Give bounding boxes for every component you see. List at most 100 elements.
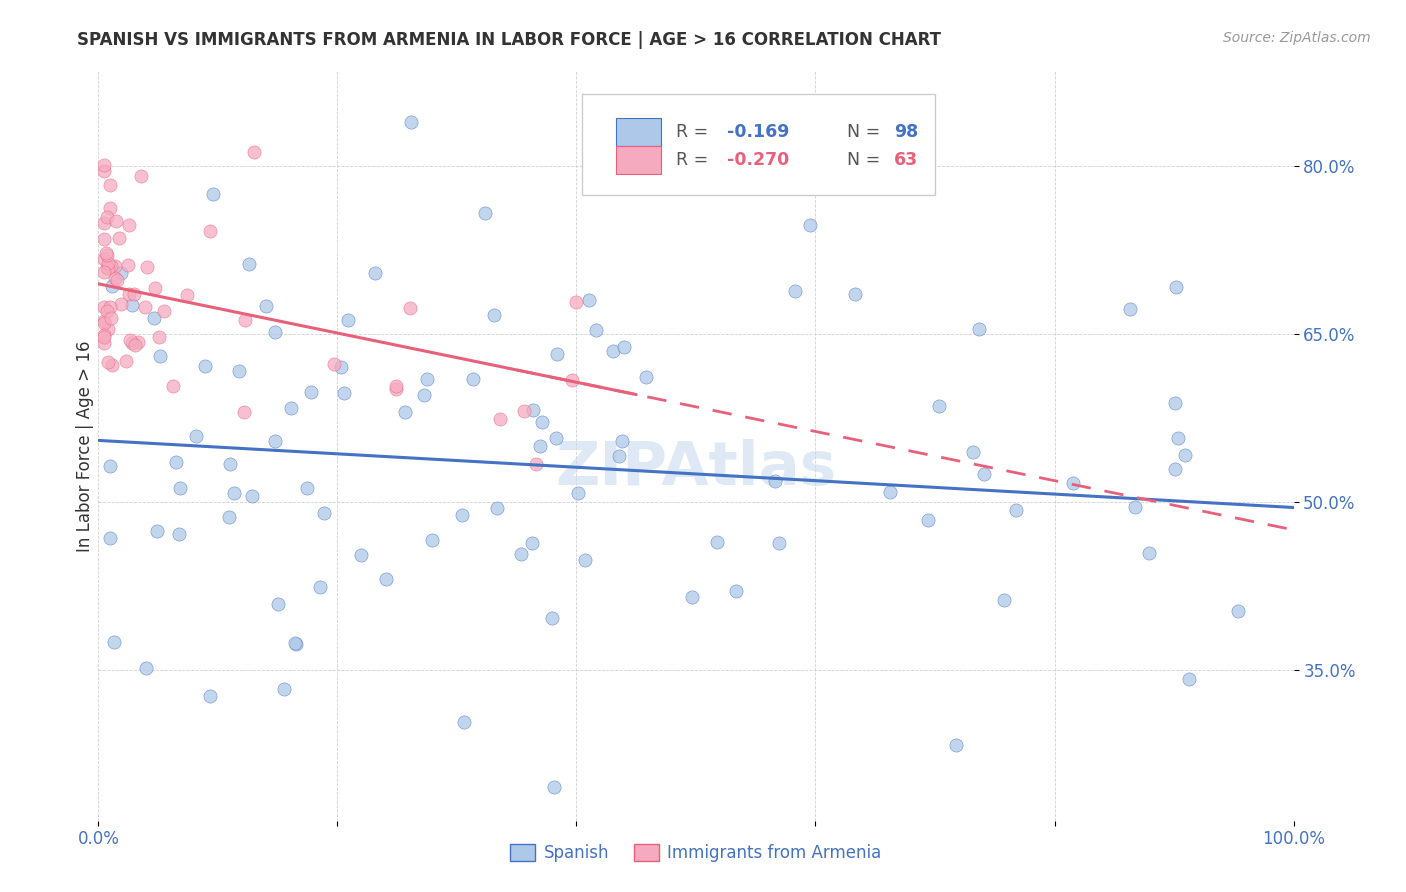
Point — [1164, 462, 1187, 476]
Point — [97, 322, 120, 336]
Point — [783, 285, 806, 299]
Point — [520, 536, 543, 550]
Text: N =: N = — [846, 151, 886, 169]
Point — [96, 248, 118, 262]
Point — [509, 547, 531, 561]
Point — [578, 293, 600, 307]
Point — [561, 373, 583, 387]
Text: -0.169: -0.169 — [727, 123, 789, 141]
Point — [461, 372, 484, 386]
Point — [928, 399, 950, 413]
Point — [97, 260, 120, 275]
Point — [284, 636, 307, 650]
Point — [93, 252, 115, 266]
Point — [100, 259, 122, 273]
Point — [706, 534, 728, 549]
Point — [607, 449, 630, 463]
Point — [232, 405, 254, 419]
Point — [273, 681, 295, 696]
Point — [529, 439, 551, 453]
Point — [198, 224, 221, 238]
Point — [124, 337, 146, 351]
Point — [312, 506, 335, 520]
Point — [93, 232, 115, 246]
Point — [93, 216, 115, 230]
Point — [451, 508, 474, 523]
Point — [602, 343, 624, 358]
Point — [1123, 500, 1146, 514]
Point — [512, 404, 534, 418]
Point — [198, 690, 221, 704]
Point — [524, 457, 547, 471]
Point — [202, 187, 225, 202]
Point — [945, 738, 967, 752]
Point — [844, 287, 866, 301]
Point — [585, 323, 607, 337]
Point — [267, 597, 290, 611]
Point — [96, 210, 118, 224]
Point — [482, 308, 505, 322]
Point — [544, 431, 567, 445]
Point — [917, 513, 939, 527]
Point — [120, 334, 142, 348]
Point — [93, 328, 115, 343]
Point — [799, 218, 821, 232]
FancyBboxPatch shape — [582, 94, 935, 195]
Point — [96, 246, 118, 260]
Point — [98, 300, 121, 314]
Point — [1137, 546, 1160, 560]
Point — [420, 533, 443, 547]
Point — [350, 548, 373, 562]
Legend: Spanish, Immigrants from Armenia: Spanish, Immigrants from Armenia — [503, 837, 889, 869]
Point — [1164, 396, 1187, 410]
Point — [394, 405, 416, 419]
Point — [398, 301, 420, 316]
Point — [108, 231, 131, 245]
Text: N =: N = — [846, 123, 886, 141]
Point — [565, 295, 588, 310]
Point — [546, 347, 568, 361]
Point — [104, 214, 127, 228]
Point — [218, 510, 240, 524]
Point — [522, 402, 544, 417]
Point — [103, 634, 125, 648]
Point — [110, 266, 132, 280]
Point — [329, 359, 352, 374]
Point — [375, 573, 398, 587]
Point — [135, 661, 157, 675]
Point — [97, 256, 120, 270]
Y-axis label: In Labor Force | Age > 16: In Labor Force | Age > 16 — [76, 340, 94, 552]
Point — [337, 313, 360, 327]
Point — [574, 553, 596, 567]
Point — [263, 434, 285, 449]
Point — [153, 303, 176, 318]
Point — [1062, 475, 1084, 490]
Point — [299, 384, 322, 399]
Point — [399, 114, 422, 128]
Point — [143, 311, 166, 326]
Point — [117, 258, 139, 272]
Point — [98, 459, 122, 474]
Point — [135, 260, 157, 274]
Point — [104, 259, 127, 273]
Point — [149, 350, 172, 364]
Point — [93, 335, 115, 350]
Point — [218, 457, 240, 471]
Point — [295, 481, 318, 495]
Point — [280, 401, 302, 415]
Point — [610, 434, 633, 448]
Text: SPANISH VS IMMIGRANTS FROM ARMENIA IN LABOR FORCE | AGE > 16 CORRELATION CHART: SPANISH VS IMMIGRANTS FROM ARMENIA IN LA… — [77, 31, 942, 49]
Point — [1119, 301, 1142, 316]
Point — [543, 780, 565, 794]
Point — [486, 501, 509, 516]
Text: 98: 98 — [894, 123, 918, 141]
Point — [879, 485, 901, 500]
Point — [993, 593, 1015, 607]
Point — [254, 299, 277, 313]
Point — [118, 219, 141, 233]
Point — [264, 325, 287, 339]
Point — [100, 310, 122, 325]
Point — [242, 145, 264, 160]
Point — [93, 316, 115, 330]
Point — [725, 583, 748, 598]
